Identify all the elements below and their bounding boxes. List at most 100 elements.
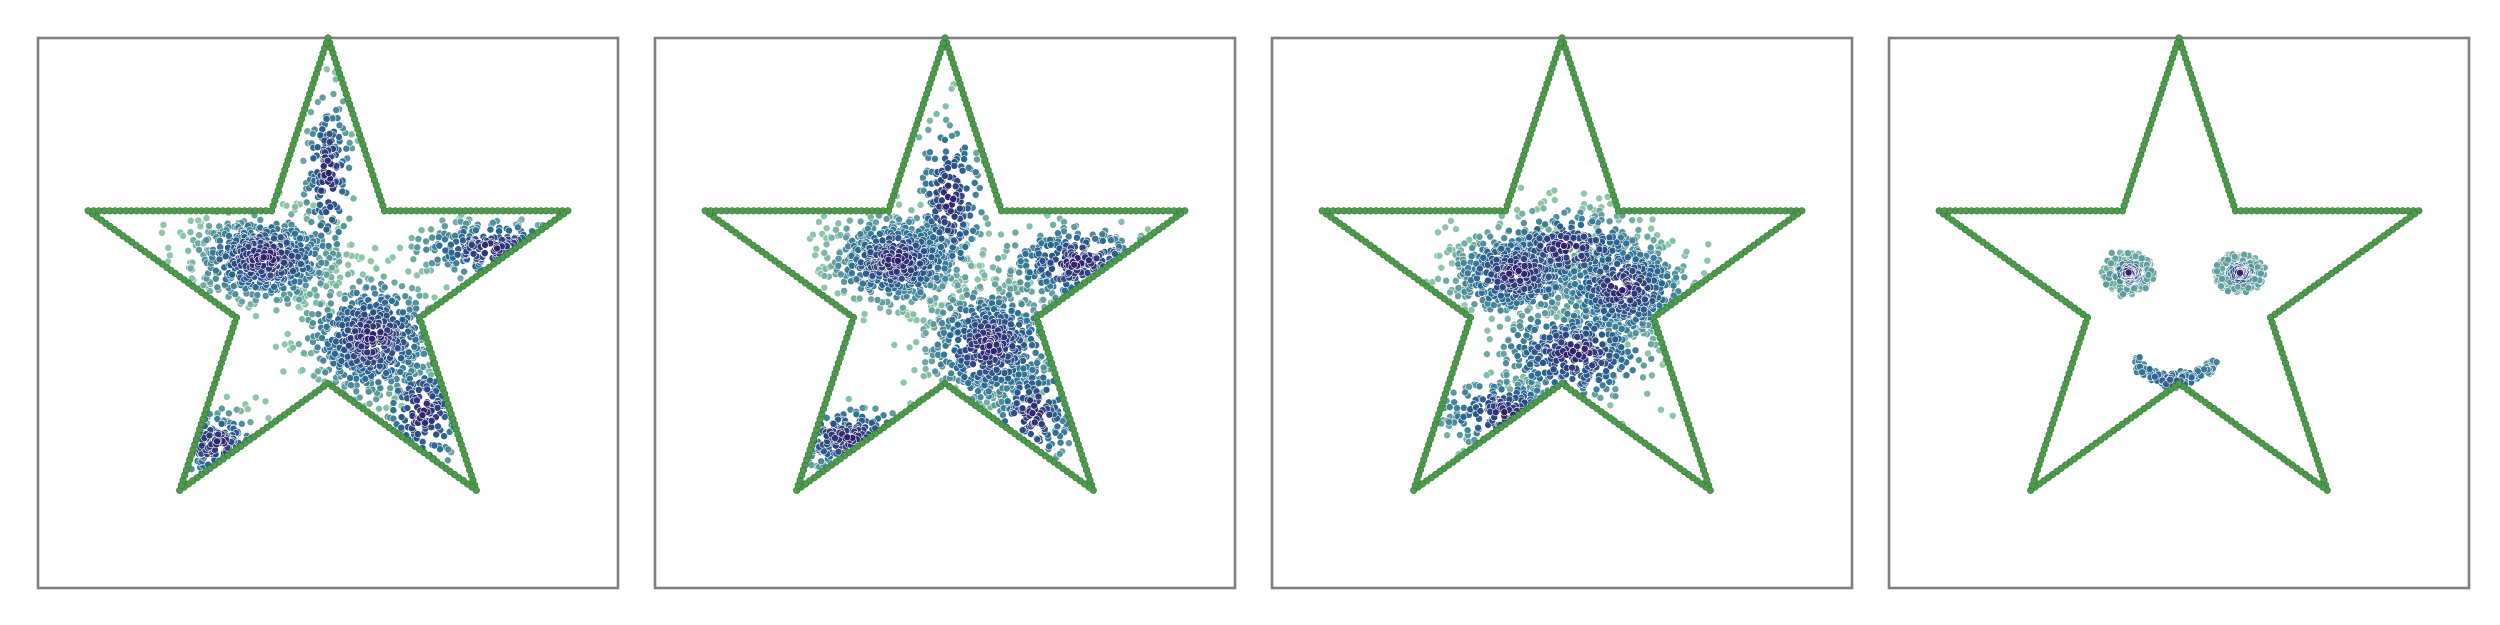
sample-point <box>948 85 955 92</box>
sample-point <box>318 187 325 194</box>
sample-point <box>845 396 852 403</box>
sample-point <box>404 405 411 412</box>
sample-point <box>954 282 961 289</box>
sample-point <box>938 302 945 309</box>
sample-point <box>283 239 290 246</box>
sample-point <box>962 243 969 250</box>
sample-point <box>943 203 950 210</box>
sample-point <box>972 191 979 198</box>
sample-point <box>196 247 203 254</box>
sample-point <box>333 107 340 114</box>
sample-point <box>956 231 963 238</box>
sample-point <box>329 264 336 271</box>
sample-point <box>348 382 355 389</box>
sample-point <box>1035 250 1042 257</box>
sample-point <box>1048 265 1055 272</box>
sample-point <box>1043 278 1050 285</box>
sample-point <box>995 255 1002 262</box>
sample-point <box>1648 341 1655 348</box>
sample-point <box>271 283 278 290</box>
sample-point <box>273 297 280 304</box>
sample-point <box>910 311 917 318</box>
sample-point <box>335 229 342 236</box>
sample-point <box>441 433 448 440</box>
sample-point <box>974 156 981 163</box>
sample-point <box>340 223 347 230</box>
sample-point <box>955 337 962 344</box>
sample-point <box>398 414 405 421</box>
sample-point <box>821 273 828 280</box>
sample-point <box>1486 336 1493 343</box>
sample-point <box>1444 432 1451 439</box>
sample-point <box>297 261 304 268</box>
sample-point <box>214 284 221 291</box>
sample-point <box>1596 195 1603 202</box>
sample-point <box>429 393 436 400</box>
sample-point <box>946 122 953 129</box>
sample-point <box>323 226 330 233</box>
sample-point <box>308 219 315 226</box>
sample-point <box>338 358 345 365</box>
sample-point <box>1657 406 1664 413</box>
sample-point <box>1683 248 1690 255</box>
sample-point <box>444 457 451 464</box>
sample-point <box>816 219 823 226</box>
sample-point <box>160 221 167 228</box>
sample-point <box>257 216 264 223</box>
sample-point <box>253 313 260 320</box>
sample-point <box>821 249 828 256</box>
sample-point <box>913 339 920 346</box>
sample-point <box>252 394 259 401</box>
sample-point <box>309 130 316 137</box>
sample-point <box>262 398 269 405</box>
sample-point <box>445 446 452 453</box>
sample-point <box>218 405 225 412</box>
sample-point <box>940 329 947 336</box>
sample-point <box>397 369 404 376</box>
sample-point <box>441 223 448 230</box>
sample-point <box>216 237 223 244</box>
sample-point <box>949 316 956 323</box>
sample-point <box>861 311 868 318</box>
sample-point <box>1019 405 1026 412</box>
sample-point <box>941 351 948 358</box>
sample-point <box>1644 233 1651 240</box>
sample-point <box>874 297 881 304</box>
sample-point <box>1540 205 1547 212</box>
sample-point <box>398 355 405 362</box>
sample-point <box>959 167 966 174</box>
sample-point <box>1086 257 1093 264</box>
sample-point <box>813 245 820 252</box>
sample-point <box>238 420 245 427</box>
sample-point <box>976 262 983 269</box>
sample-point <box>339 188 346 195</box>
sample-point <box>306 291 313 298</box>
sample-point <box>837 271 844 278</box>
sample-point <box>370 309 377 316</box>
sample-point <box>1587 204 1594 211</box>
sample-point <box>1484 327 1491 334</box>
sample-point <box>968 262 975 269</box>
sample-point <box>1488 315 1495 322</box>
sample-point <box>1029 410 1036 417</box>
sample-point <box>1032 349 1039 356</box>
sample-point <box>965 380 972 387</box>
sample-point <box>1107 237 1114 244</box>
sample-point <box>389 254 396 261</box>
sample-point <box>970 227 977 234</box>
sample-point <box>1052 429 1059 436</box>
sample-point <box>223 393 230 400</box>
sample-point <box>363 284 370 291</box>
sample-point <box>309 320 316 327</box>
sample-point <box>1043 386 1050 393</box>
sample-point <box>229 271 236 278</box>
sample-point <box>345 261 352 268</box>
sample-point <box>388 297 395 304</box>
sample-point <box>454 251 461 258</box>
sample-point <box>413 305 420 312</box>
sample-point <box>1054 230 1061 237</box>
sample-point <box>1013 400 1020 407</box>
sample-point <box>1581 190 1588 197</box>
sample-point <box>978 209 985 216</box>
sample-point <box>323 323 330 330</box>
